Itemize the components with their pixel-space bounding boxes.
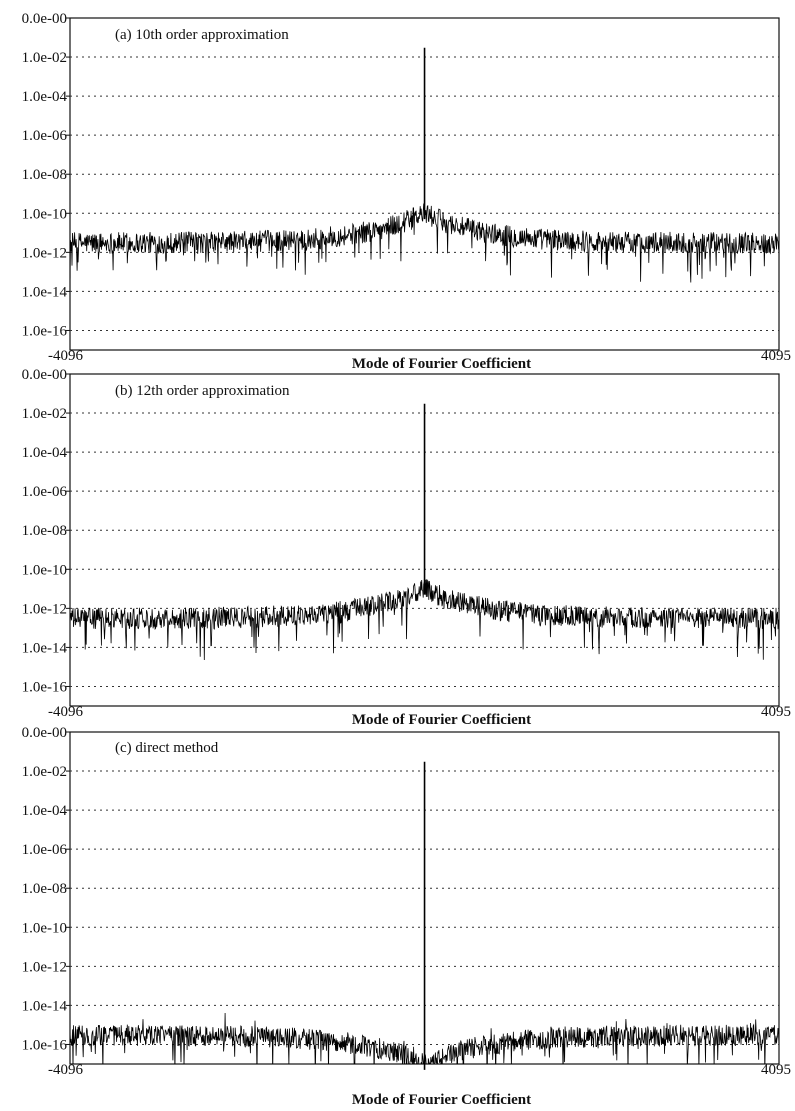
x-tick-label-max: 4095 bbox=[761, 348, 791, 364]
x-tick-label-max: 4095 bbox=[761, 704, 791, 720]
y-tick-label: 1.0e-12 bbox=[22, 601, 67, 617]
y-tick-label: 1.0e-10 bbox=[22, 920, 67, 936]
spectrum-series bbox=[70, 1012, 779, 1064]
y-tick-label: 1.0e-10 bbox=[22, 562, 67, 578]
y-tick-label: 1.0e-10 bbox=[22, 206, 67, 222]
y-tick-label: 0.0e-00 bbox=[22, 367, 67, 383]
x-axis-label: Mode of Fourier Coefficient bbox=[352, 356, 531, 372]
y-tick-label: 1.0e-02 bbox=[22, 406, 67, 422]
plot-frame bbox=[69, 373, 780, 707]
y-tick-label: 1.0e-16 bbox=[22, 1037, 68, 1053]
y-tick-label: 1.0e-08 bbox=[22, 167, 67, 183]
y-tick-label: 0.0e-00 bbox=[22, 725, 67, 741]
x-tick-label-min: -4096 bbox=[48, 348, 83, 364]
y-tick-label: 1.0e-14 bbox=[22, 284, 68, 300]
x-tick-label-max: 4095 bbox=[761, 1062, 791, 1078]
y-tick-label: 1.0e-02 bbox=[22, 764, 67, 780]
chart-panel-2: 0.0e-00 1.0e-02 1.0e-04 1.0e-06 1.0e-08 1.0e-… bbox=[22, 367, 791, 728]
plot-frame bbox=[69, 17, 780, 351]
panel-annotation: (b) 12th order approximation bbox=[115, 383, 290, 399]
x-axis-label: Mode of Fourier Coefficient bbox=[352, 712, 531, 728]
y-tick-label: 1.0e-04 bbox=[22, 803, 68, 819]
y-tick-label: 1.0e-08 bbox=[22, 523, 67, 539]
panel-annotation: (c) direct method bbox=[115, 740, 219, 756]
x-tick-label-min: -4096 bbox=[48, 1062, 83, 1078]
y-tick-label: 1.0e-06 bbox=[22, 484, 68, 500]
y-tick-label: 1.0e-14 bbox=[22, 998, 68, 1014]
y-tick-label: 1.0e-08 bbox=[22, 881, 67, 897]
y-tick-label: 1.0e-02 bbox=[22, 50, 67, 66]
y-tick-label: 0.0e-00 bbox=[22, 11, 67, 27]
y-tick-label: 1.0e-12 bbox=[22, 245, 67, 261]
y-tick-label: 1.0e-14 bbox=[22, 640, 68, 656]
chart-panel-1: 0.0e-00 1.0e-02 1.0e-04 1.0e-06 1.0e-08 1.0e-… bbox=[22, 11, 791, 372]
panel-annotation: (a) 10th order approximation bbox=[115, 27, 289, 43]
x-tick-label-min: -4096 bbox=[48, 704, 83, 720]
chart-panel-3: 0.0e-00 1.0e-02 1.0e-04 1.0e-06 1.0e-08 1.0e-… bbox=[22, 725, 791, 1108]
y-tick-label: 1.0e-04 bbox=[22, 89, 68, 105]
y-tick-label: 1.0e-16 bbox=[22, 323, 68, 339]
y-tick-label: 1.0e-04 bbox=[22, 445, 68, 461]
y-tick-label: 1.0e-12 bbox=[22, 959, 67, 975]
y-tick-label: 1.0e-06 bbox=[22, 128, 68, 144]
y-tick-label: 1.0e-16 bbox=[22, 679, 68, 695]
x-axis-label: Mode of Fourier Coefficient bbox=[352, 1092, 531, 1108]
y-tick-label: 1.0e-06 bbox=[22, 842, 68, 858]
